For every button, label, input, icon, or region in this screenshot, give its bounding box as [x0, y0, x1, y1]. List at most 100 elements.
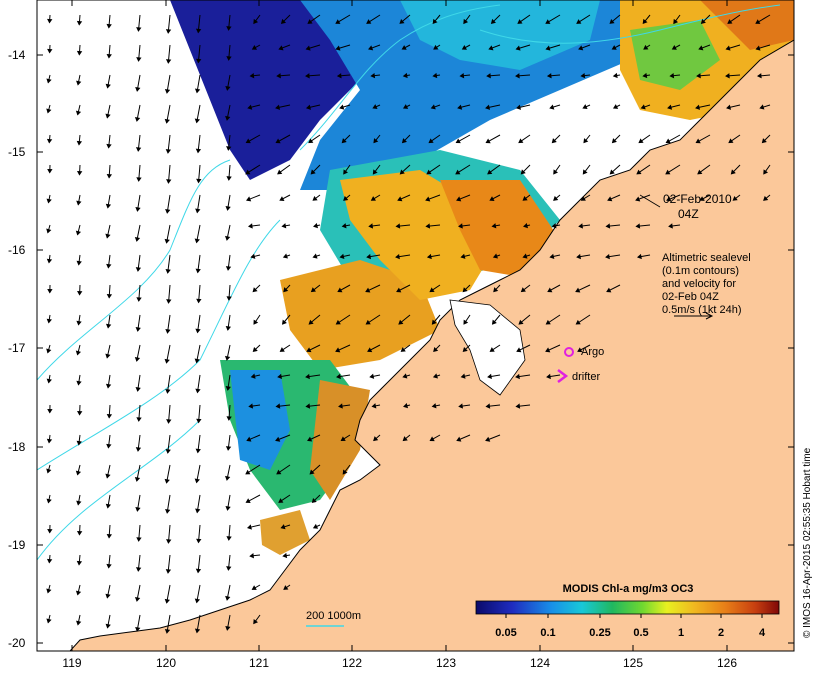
- velocity-arrow-head: [46, 618, 52, 624]
- velocity-arrow-head: [486, 73, 491, 79]
- velocity-arrow-head: [194, 598, 201, 604]
- velocity-arrow-head: [310, 169, 316, 175]
- velocity-arrow-head: [225, 266, 232, 271]
- velocity-arrow-head: [370, 196, 376, 201]
- velocity-arrow-head: [226, 176, 232, 181]
- velocity-arrow-head: [77, 410, 83, 416]
- y-tick-label: -20: [8, 636, 26, 650]
- velocity-arrow-head: [280, 18, 287, 24]
- velocity-arrow-head: [611, 138, 617, 144]
- velocity-arrow-head: [196, 58, 202, 64]
- velocity-arrow-head: [250, 253, 256, 259]
- velocity-arrow-head: [247, 223, 253, 229]
- velocity-arrow-head: [165, 29, 172, 34]
- velocity-arrow-head: [640, 104, 646, 110]
- legend-line-5: 0.5m/s (1kt 24h): [662, 304, 741, 316]
- velocity-arrow-head: [46, 558, 53, 564]
- velocity-arrow-head: [399, 169, 405, 175]
- velocity-arrow-head: [226, 416, 232, 421]
- velocity-arrow-head: [105, 593, 111, 599]
- velocity-arrow-head: [225, 625, 231, 631]
- velocity-arrow-head: [728, 138, 734, 144]
- velocity-arrow-head: [195, 448, 201, 454]
- velocity-arrow-head: [549, 253, 555, 260]
- velocity-arrow-head: [47, 528, 53, 534]
- velocity-arrow-head: [166, 299, 172, 304]
- velocity-arrow-head: [76, 530, 83, 536]
- velocity-arrow-head: [642, 72, 648, 79]
- velocity-arrow-head: [164, 88, 171, 94]
- velocity-arrow-head: [225, 475, 231, 481]
- legend-line-3: and velocity for: [662, 278, 736, 290]
- velocity-arrow-head: [247, 104, 253, 110]
- velocity-arrow-head: [730, 169, 736, 175]
- velocity-arrow-head: [515, 403, 521, 409]
- velocity-arrow-head: [430, 104, 436, 110]
- velocity-arrow-head: [46, 378, 52, 384]
- velocity-arrow-head: [455, 169, 461, 175]
- colorbar-tick-label: 4: [759, 627, 766, 639]
- velocity-arrow-head: [578, 223, 583, 229]
- velocity-arrow-head: [698, 45, 704, 51]
- velocity-arrow-head: [308, 138, 314, 144]
- velocity-arrow-head: [365, 287, 371, 293]
- velocity-arrow-head: [245, 469, 251, 475]
- velocity-arrow-head: [135, 207, 141, 212]
- velocity-arrow-head: [194, 238, 200, 244]
- velocity-arrow-head: [46, 438, 53, 444]
- velocity-arrow-head: [194, 88, 201, 94]
- velocity-arrow-head: [283, 287, 289, 293]
- velocity-arrow-head: [106, 293, 113, 299]
- velocity-arrow-head: [196, 178, 202, 184]
- velocity-arrow-head: [76, 80, 82, 86]
- velocity-arrow-head: [339, 253, 345, 259]
- velocity-arrow-head: [275, 138, 281, 144]
- velocity-arrow-head: [135, 626, 141, 632]
- legend-line-2: (0.1m contours): [662, 265, 739, 277]
- latitude-axis: -14 -15 -16 -17 -18 -19 -20: [8, 48, 794, 650]
- velocity-arrow-head: [522, 195, 528, 201]
- velocity-arrow-head: [106, 533, 112, 539]
- velocity-arrow-head: [194, 118, 200, 124]
- velocity-arrow-head: [310, 287, 316, 293]
- velocity-arrow-head: [105, 473, 111, 479]
- velocity-arrow-head: [696, 73, 701, 79]
- longitude-axis: 119 120 121 122 123 124 125 126: [62, 0, 737, 670]
- y-tick-label: -14: [8, 48, 26, 62]
- velocity-arrow-head: [642, 18, 648, 25]
- velocity-arrow-head: [343, 169, 348, 175]
- velocity-arrow-head: [253, 619, 259, 625]
- velocity-arrow-head: [725, 73, 730, 79]
- velocity-arrow-head: [336, 73, 342, 79]
- velocity-arrow-head: [545, 319, 551, 325]
- velocity-arrow-head: [429, 436, 435, 442]
- velocity-arrow-head: [305, 403, 311, 409]
- velocity-arrow-head: [195, 388, 201, 394]
- velocity-arrow-head: [368, 45, 374, 51]
- velocity-arrow-head: [401, 45, 407, 50]
- velocity-arrow-head: [106, 443, 112, 449]
- velocity-arrow-head: [370, 72, 376, 79]
- velocity-arrow-head: [580, 196, 586, 201]
- velocity-arrow-head: [522, 253, 528, 259]
- velocity-arrow-head: [135, 86, 141, 92]
- x-tick-label: 119: [62, 656, 81, 670]
- velocity-arrow-head: [695, 104, 701, 110]
- velocity-arrow-head: [755, 45, 761, 51]
- velocity-arrow-head: [77, 290, 83, 296]
- velocity-arrow-head: [365, 319, 371, 325]
- velocity-arrow-head: [612, 72, 618, 79]
- velocity-arrow-head: [225, 386, 231, 391]
- velocity-arrow-head: [515, 73, 520, 79]
- velocity-arrow-head: [697, 169, 703, 175]
- velocity-arrow-head: [165, 59, 172, 64]
- velocity-arrow-head: [46, 588, 52, 594]
- velocity-arrow-head: [250, 373, 256, 379]
- velocity-arrow-head: [164, 628, 171, 634]
- velocity-arrow-head: [46, 498, 52, 504]
- velocity-arrow-head: [165, 149, 172, 154]
- time-label: 04Z: [678, 207, 699, 221]
- velocity-arrow-head: [605, 223, 611, 229]
- velocity-arrow-head: [338, 403, 343, 409]
- velocity-arrow-head: [515, 373, 520, 380]
